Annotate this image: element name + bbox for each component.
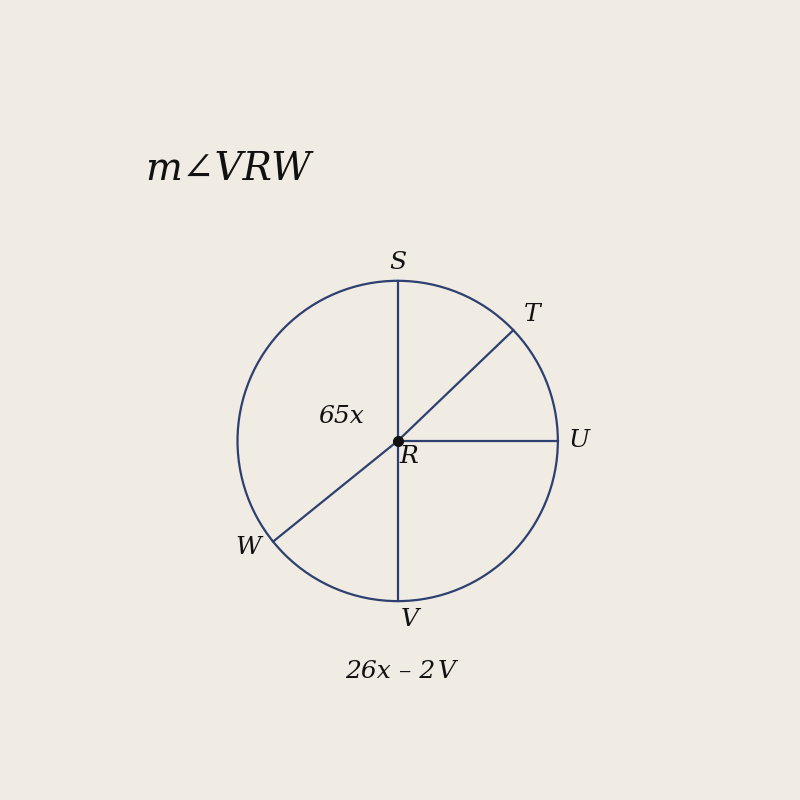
Text: W: W xyxy=(235,536,262,559)
Text: V: V xyxy=(401,608,419,631)
Text: m∠VRW: m∠VRW xyxy=(145,151,311,189)
Text: 65x: 65x xyxy=(318,405,364,428)
Text: S: S xyxy=(389,251,406,274)
Text: R: R xyxy=(399,445,418,468)
Text: U: U xyxy=(569,430,590,453)
Text: 26x – 2: 26x – 2 xyxy=(346,661,435,683)
Text: V: V xyxy=(438,661,456,683)
Text: T: T xyxy=(523,303,540,326)
